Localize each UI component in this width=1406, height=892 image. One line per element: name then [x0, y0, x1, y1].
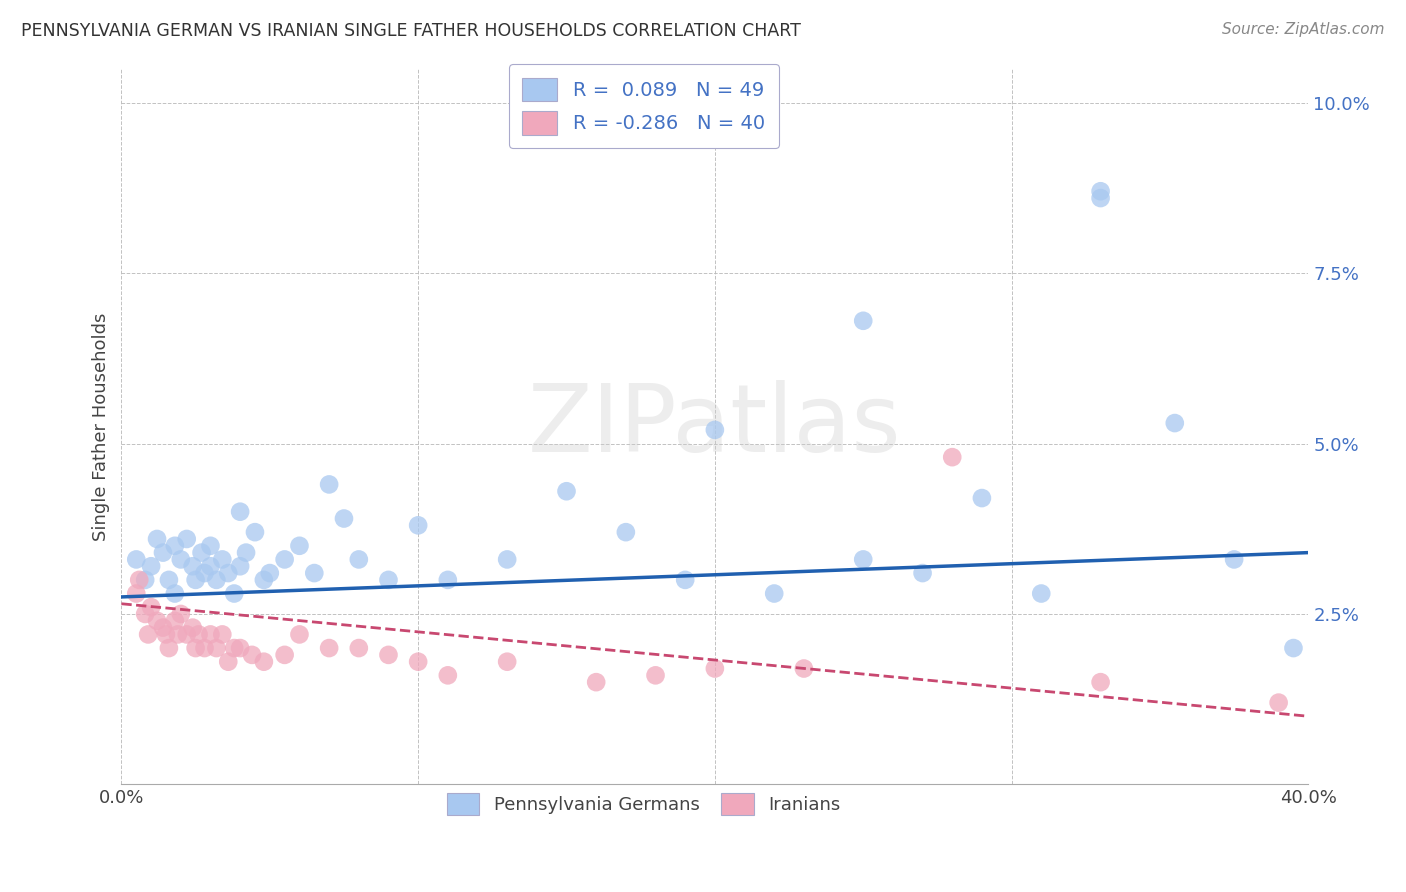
Point [970, 491, 993, 505]
Point [304, 566, 326, 580]
Point [333, 511, 356, 525]
Point [377, 648, 399, 662]
Point [152, 546, 174, 560]
Point [125, 552, 148, 566]
Point [253, 655, 276, 669]
Point [941, 450, 963, 465]
Point [187, 627, 209, 641]
Point [190, 546, 212, 560]
Text: PENNSYLVANIA GERMAN VS IRANIAN SINGLE FATHER HOUSEHOLDS CORRELATION CHART: PENNSYLVANIA GERMAN VS IRANIAN SINGLE FA… [21, 22, 801, 40]
Point [163, 539, 186, 553]
Point [644, 668, 666, 682]
Point [377, 573, 399, 587]
Point [585, 675, 607, 690]
Point [166, 627, 188, 641]
Point [139, 600, 162, 615]
Point [673, 573, 696, 587]
Point [146, 614, 169, 628]
Point [224, 586, 246, 600]
Point [229, 505, 252, 519]
Point [157, 573, 180, 587]
Point [170, 607, 193, 621]
Y-axis label: Single Father Households: Single Father Households [93, 312, 110, 541]
Text: Source: ZipAtlas.com: Source: ZipAtlas.com [1222, 22, 1385, 37]
Point [205, 641, 228, 656]
Point [125, 586, 148, 600]
Point [184, 573, 207, 587]
Point [496, 552, 519, 566]
Point [193, 641, 215, 656]
Point [157, 641, 180, 656]
Point [911, 566, 934, 580]
Point [181, 559, 204, 574]
Point [253, 573, 276, 587]
Point [288, 627, 311, 641]
Point [1090, 191, 1112, 205]
Point [406, 518, 429, 533]
Point [176, 627, 198, 641]
Point [347, 641, 370, 656]
Point [200, 627, 222, 641]
Point [217, 566, 239, 580]
Point [703, 423, 725, 437]
Point [181, 621, 204, 635]
Point [146, 532, 169, 546]
Point [134, 573, 156, 587]
Point [184, 641, 207, 656]
Point [211, 552, 233, 566]
Point [793, 661, 815, 675]
Point [128, 573, 150, 587]
Point [205, 573, 228, 587]
Point [1223, 552, 1246, 566]
Point [406, 655, 429, 669]
Point [852, 314, 875, 328]
Point [1090, 675, 1112, 690]
Point [318, 477, 340, 491]
Point [437, 668, 460, 682]
Point [240, 648, 263, 662]
Point [136, 627, 159, 641]
Point [139, 559, 162, 574]
Point [614, 525, 637, 540]
Point [193, 566, 215, 580]
Point [229, 641, 252, 656]
Point [273, 552, 295, 566]
Point [1031, 586, 1053, 600]
Point [555, 484, 578, 499]
Point [134, 607, 156, 621]
Point [763, 586, 786, 600]
Point [235, 546, 257, 560]
Point [152, 621, 174, 635]
Point [200, 559, 222, 574]
Point [217, 655, 239, 669]
Point [259, 566, 281, 580]
Point [703, 661, 725, 675]
Point [243, 525, 266, 540]
Point [176, 532, 198, 546]
Point [496, 655, 519, 669]
Point [347, 552, 370, 566]
Point [318, 641, 340, 656]
Point [211, 627, 233, 641]
Point [1164, 416, 1187, 430]
Point [163, 614, 186, 628]
Point [224, 641, 246, 656]
Point [229, 559, 252, 574]
Point [437, 573, 460, 587]
Point [200, 539, 222, 553]
Point [155, 627, 177, 641]
Point [1090, 184, 1112, 198]
Point [1267, 696, 1289, 710]
Point [1282, 641, 1305, 656]
Legend: Pennsylvania Germans, Iranians: Pennsylvania Germans, Iranians [436, 781, 851, 825]
Point [288, 539, 311, 553]
Text: ZIPatlas: ZIPatlas [529, 381, 901, 473]
Point [852, 552, 875, 566]
Point [273, 648, 295, 662]
Point [163, 586, 186, 600]
Point [170, 552, 193, 566]
